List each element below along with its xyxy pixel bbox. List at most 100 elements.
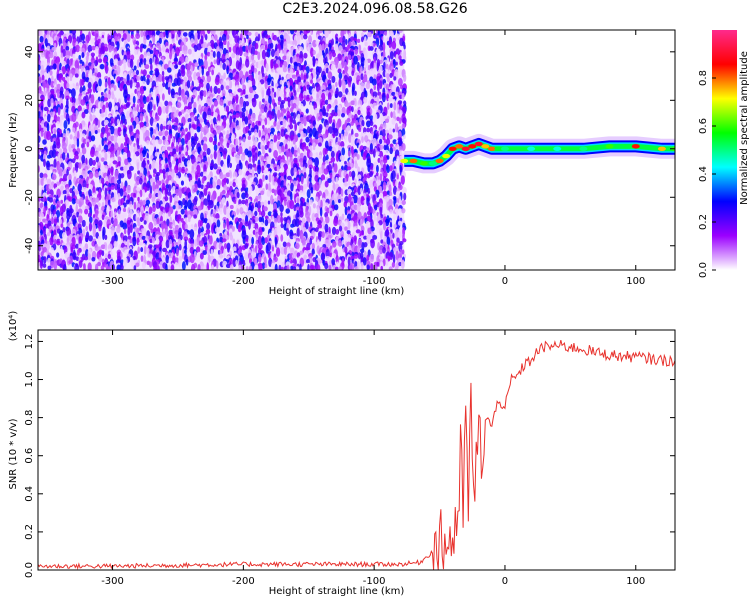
noise-cell <box>235 112 240 118</box>
noise-cell <box>381 129 386 138</box>
noise-cell <box>399 61 404 66</box>
noise-cell <box>393 213 396 221</box>
noise-cell <box>51 173 57 181</box>
noise-cell <box>49 236 54 246</box>
noise-cell <box>383 31 388 37</box>
noise-cell <box>50 247 54 253</box>
noise-cell <box>241 199 246 205</box>
noise-cell <box>383 122 387 130</box>
noise-cell <box>43 61 47 66</box>
noise-cell <box>282 55 287 61</box>
noise-cell <box>143 57 147 66</box>
noise-cell <box>162 82 166 88</box>
noise-cell <box>363 199 367 205</box>
noise-cell <box>314 181 320 192</box>
noise-cell <box>290 223 295 228</box>
noise-cell <box>126 50 131 61</box>
noise-cell <box>98 78 102 87</box>
noise-cell <box>71 127 76 133</box>
noise-cell <box>353 90 357 97</box>
noise-cell <box>226 178 229 185</box>
noise-cell <box>40 120 45 130</box>
noise-cell <box>244 116 249 125</box>
noise-cell <box>309 101 313 111</box>
noise-cell <box>187 75 193 82</box>
noise-cell <box>104 151 108 161</box>
noise-cell <box>305 136 310 143</box>
noise-cell <box>150 49 154 54</box>
noise-cell <box>267 30 272 36</box>
noise-cell <box>207 59 211 65</box>
noise-cell <box>216 51 221 59</box>
noise-cell <box>312 59 316 68</box>
noise-cell <box>315 69 321 76</box>
noise-cell <box>56 252 60 258</box>
noise-cell <box>311 88 316 96</box>
noise-cell <box>236 208 240 215</box>
noise-cell <box>51 46 57 51</box>
noise-cell <box>302 133 307 138</box>
noise-cell <box>302 185 306 196</box>
noise-cell <box>391 91 396 96</box>
noise-cell <box>40 51 46 58</box>
noise-cell <box>139 216 144 222</box>
noise-cell <box>285 87 291 93</box>
noise-cell <box>80 33 86 41</box>
noise-cell <box>361 136 364 143</box>
noise-cell <box>232 127 236 134</box>
noise-cell <box>48 53 54 59</box>
noise-cell <box>157 106 162 116</box>
noise-cell <box>332 240 337 248</box>
noise-cell <box>398 117 402 124</box>
noise-cell <box>180 180 185 186</box>
noise-cell <box>94 59 98 67</box>
noise-cell <box>207 248 210 256</box>
noise-cell <box>38 118 42 125</box>
noise-cell <box>373 84 377 91</box>
noise-cell <box>101 151 105 157</box>
noise-cell <box>242 65 247 75</box>
noise-cell <box>226 142 230 149</box>
noise-cell <box>85 221 90 226</box>
noise-cell <box>105 102 109 109</box>
noise-cell <box>372 116 376 124</box>
noise-cell <box>120 130 124 136</box>
noise-cell <box>347 220 351 230</box>
noise-cell <box>122 33 128 41</box>
noise-cell <box>252 154 256 164</box>
noise-cell <box>389 147 393 155</box>
noise-cell <box>318 154 323 160</box>
noise-cell <box>43 177 47 185</box>
noise-cell <box>217 113 221 124</box>
noise-cell <box>174 94 179 99</box>
noise-cell <box>123 118 128 126</box>
noise-cell <box>199 118 204 123</box>
noise-cell <box>213 111 218 119</box>
noise-cell <box>325 67 329 74</box>
noise-cell <box>254 210 258 217</box>
noise-cell <box>185 127 188 132</box>
noise-cell <box>133 201 137 210</box>
noise-cell <box>338 72 343 80</box>
noise-cell <box>280 234 284 242</box>
noise-cell <box>146 96 150 103</box>
noise-cell <box>324 30 329 38</box>
noise-cell <box>244 243 249 249</box>
noise-cell <box>279 79 284 85</box>
noise-cell <box>211 69 215 76</box>
noise-cell <box>300 175 304 185</box>
noise-cell <box>162 129 166 138</box>
noise-cell <box>354 132 359 138</box>
noise-cell <box>356 203 361 213</box>
noise-cell <box>264 237 268 244</box>
noise-cell <box>289 85 293 93</box>
noise-cell <box>213 150 217 160</box>
noise-cell <box>271 246 275 252</box>
noise-cell <box>254 245 258 254</box>
noise-cell <box>340 112 346 118</box>
noise-cell <box>401 142 406 152</box>
noise-cell <box>151 196 156 203</box>
noise-cell <box>303 52 308 59</box>
noise-cell <box>103 97 109 102</box>
noise-cell <box>276 89 280 98</box>
